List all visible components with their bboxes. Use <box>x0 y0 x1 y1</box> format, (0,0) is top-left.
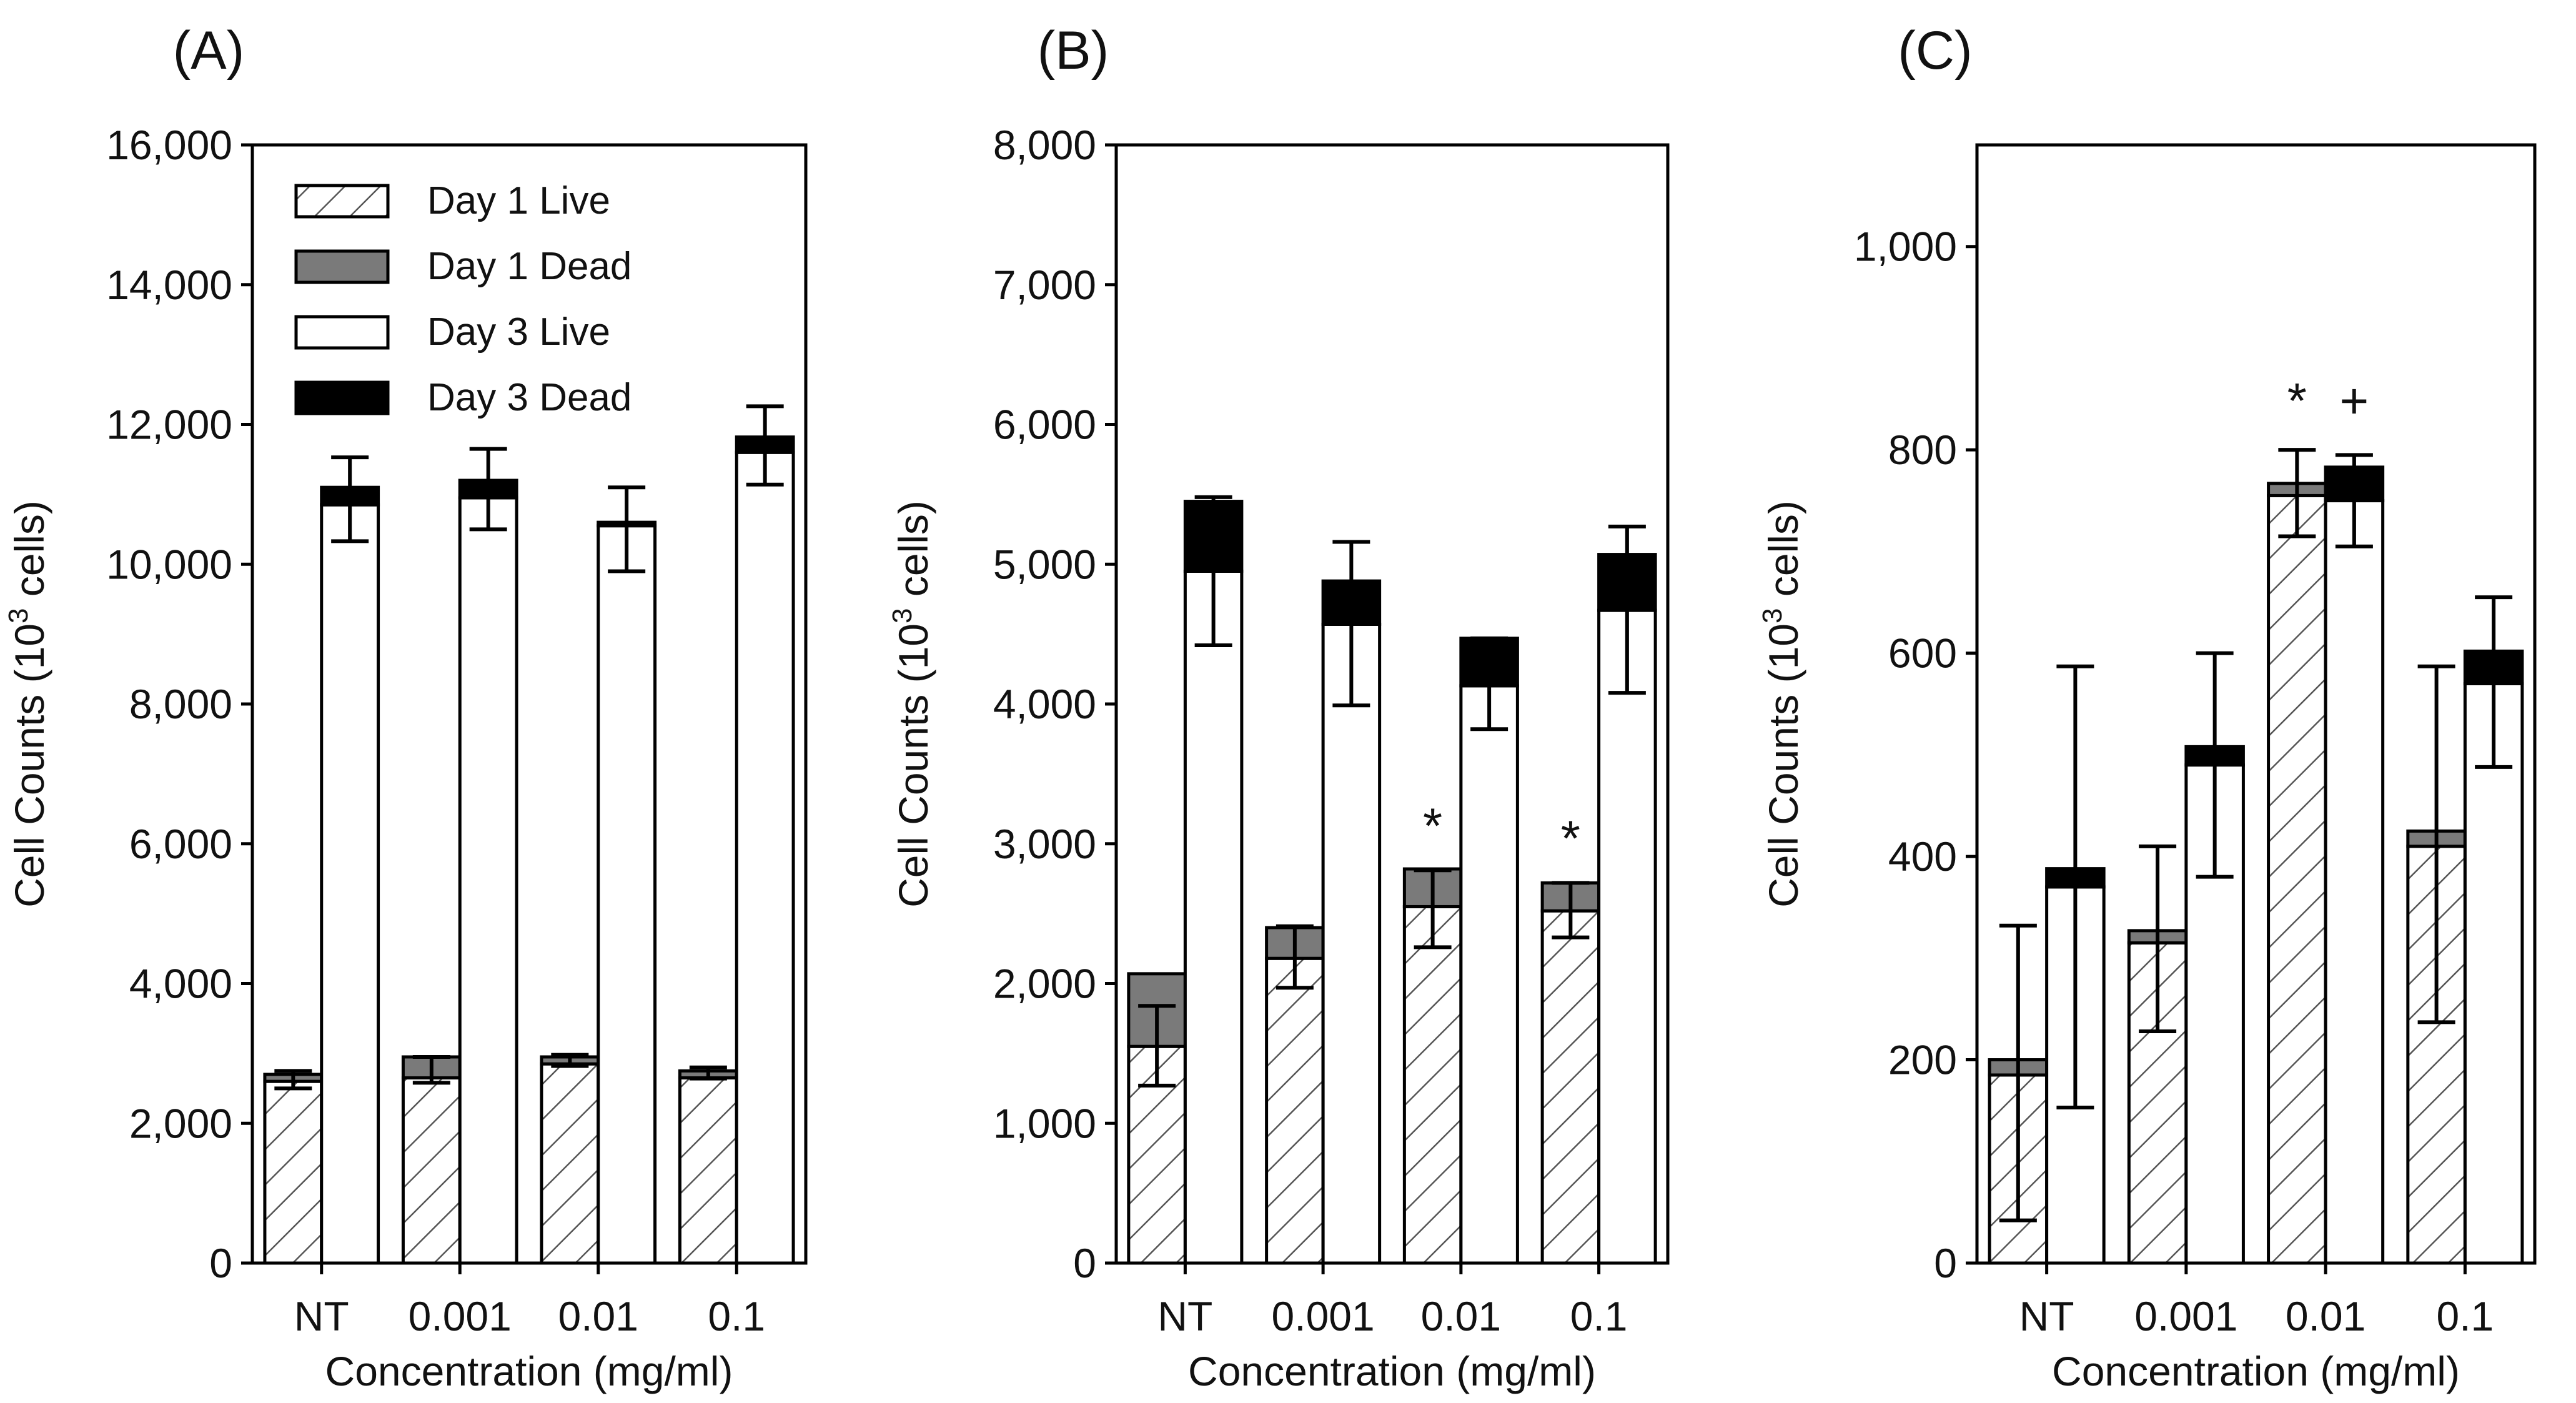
x-axis-title: Concentration (mg/ml) <box>325 1348 733 1394</box>
bar-day-3-live-0.001 <box>1321 622 1382 1265</box>
y-axis-title-superscript: 3 <box>1757 608 1788 623</box>
y-axis-title-end: cells) <box>890 500 936 608</box>
legend-swatch-day-1-live <box>294 184 390 219</box>
bar-day-1-live-NT <box>263 1079 324 1265</box>
y-tick-label: 2,000 <box>129 1100 232 1146</box>
y-tick-label: 4,000 <box>993 681 1096 727</box>
y-tick-label: 2,000 <box>993 961 1096 1007</box>
y-tick-label: 5,000 <box>993 541 1096 587</box>
bar-day-3-live-NT <box>1183 569 1244 1265</box>
y-tick-label: 12,000 <box>106 402 232 448</box>
x-tick-label: 0.1 <box>2437 1293 2494 1339</box>
panel-label: (A) <box>173 21 245 81</box>
legend-label: Day 3 Dead <box>427 376 632 419</box>
y-tick-label: 10,000 <box>106 541 232 587</box>
y-axis-title-end: cells) <box>6 500 52 608</box>
x-tick-label: 0.1 <box>1570 1293 1628 1339</box>
bar-day-3-live-0.01 <box>1459 684 1519 1265</box>
bar-day-1-live-0.001 <box>401 1076 462 1265</box>
bar-day-3-live-0.001 <box>458 496 518 1265</box>
legend-label: Day 1 Dead <box>427 245 632 288</box>
legend-swatch-day-3-dead <box>294 380 390 415</box>
x-tick-label: 0.01 <box>2286 1293 2365 1339</box>
significance-marker: * <box>2287 373 2307 429</box>
bar-day-3-live-0.1 <box>1597 608 1657 1265</box>
y-tick-label: 800 <box>1888 427 1957 473</box>
chart-panel-1: (A) 0 2,000 4,000 6,000 8,000 10,000 12,000 14,0… <box>3 21 808 1394</box>
y-tick-label: 0 <box>1934 1240 1957 1286</box>
y-tick-label: 400 <box>1888 833 1957 880</box>
x-tick-label: NT <box>1157 1293 1212 1339</box>
y-tick-label: 16,000 <box>106 122 232 168</box>
bar-day-1-live-0.1 <box>1540 909 1601 1265</box>
bar-day-3-live-0.1 <box>735 450 795 1265</box>
legend-swatch-day-3-live <box>294 315 390 350</box>
x-tick-label: 0.001 <box>409 1293 512 1339</box>
y-tick-label: 6,000 <box>129 821 232 867</box>
legend-label: Day 3 Live <box>427 310 610 354</box>
x-tick-label: 0.1 <box>708 1293 765 1339</box>
y-axis-title-main: Cell Counts (10 <box>6 623 52 908</box>
x-tick-label: 0.001 <box>2134 1293 2237 1339</box>
bar-day-3-live-0.1 <box>2463 682 2524 1265</box>
y-axis-title: Cell Counts (103 cells) <box>1757 500 1806 908</box>
legend: Day 1 Live Day 1 Dead Day 3 Live Day 3 Dead <box>294 179 632 419</box>
x-tick-label: NT <box>2019 1293 2074 1339</box>
x-tick-label: NT <box>294 1293 349 1339</box>
x-axis-title: Concentration (mg/ml) <box>1188 1348 1596 1394</box>
y-axis-title-main: Cell Counts (10 <box>890 623 936 908</box>
bar-day-3-live-NT <box>320 503 380 1265</box>
y-tick-label: 6,000 <box>993 402 1096 448</box>
y-tick-label: 8,000 <box>993 122 1096 168</box>
x-tick-label: 0.01 <box>1421 1293 1501 1339</box>
y-tick-label: 0 <box>209 1240 232 1286</box>
x-tick-label: 0.001 <box>1272 1293 1375 1339</box>
significance-marker: * <box>1561 811 1580 866</box>
y-tick-label: 7,000 <box>993 262 1096 308</box>
bar-day-1-live-0.01 <box>540 1062 600 1265</box>
y-tick-label: 600 <box>1888 630 1957 677</box>
y-tick-label: 1,000 <box>1854 224 1957 270</box>
panel-label: (B) <box>1038 21 1109 81</box>
legend-label: Day 1 Live <box>427 179 610 222</box>
y-tick-label: 1,000 <box>993 1100 1096 1146</box>
y-axis-title-superscript: 3 <box>887 608 918 623</box>
chart-panel-2: (B) * * 0 1,000 2,000 3,000 4,000 5,000 6,000 7,00… <box>887 21 1670 1394</box>
x-tick-label: 0.01 <box>558 1293 638 1339</box>
bar-day-1-live-0.1 <box>678 1076 738 1265</box>
y-tick-label: 3,000 <box>993 821 1096 867</box>
bar-day-1-live-0.01 <box>1402 905 1463 1265</box>
chart-panel-3: (C) * +0 200 400 600 800 1,000 NT 0.001 0.01 0.1 Con… <box>1757 21 2537 1394</box>
bar-day-1-live-0.01 <box>2267 493 2327 1265</box>
bar-day-3-live-0.01 <box>597 524 657 1265</box>
y-axis-title-end: cells) <box>1760 500 1806 608</box>
y-tick-label: 0 <box>1073 1240 1096 1286</box>
y-axis-title-main: Cell Counts (10 <box>1760 623 1806 908</box>
x-axis-title: Concentration (mg/ml) <box>2052 1348 2460 1394</box>
y-tick-label: 14,000 <box>106 262 232 308</box>
plot-frame <box>1975 143 2537 1265</box>
bar-day-3-live-0.01 <box>2324 499 2385 1265</box>
panel-label: (C) <box>1898 21 1972 81</box>
y-tick-label: 4,000 <box>129 961 232 1007</box>
y-tick-label: 200 <box>1888 1037 1957 1083</box>
significance-marker: * <box>1423 798 1442 853</box>
y-axis-title-superscript: 3 <box>3 608 34 623</box>
legend-swatch-day-1-dead <box>294 249 390 284</box>
y-tick-label: 8,000 <box>129 681 232 727</box>
bar-day-1-live-0.001 <box>1265 956 1325 1265</box>
significance-marker: + <box>2340 373 2369 429</box>
y-axis-title: Cell Counts (103 cells) <box>3 500 52 908</box>
y-axis-title: Cell Counts (103 cells) <box>887 500 936 908</box>
